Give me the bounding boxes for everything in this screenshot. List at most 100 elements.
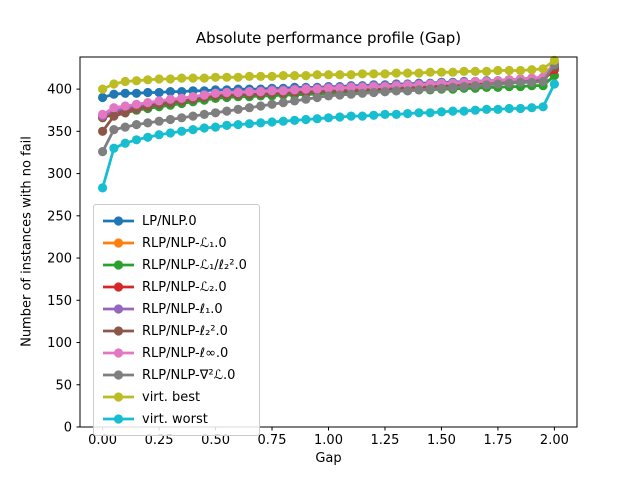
data-point	[131, 135, 142, 145]
data-point	[154, 87, 164, 98]
data-point	[335, 112, 345, 122]
data-point	[199, 109, 209, 119]
legend-marker-icon	[103, 414, 134, 424]
data-point	[504, 65, 514, 76]
data-point	[98, 84, 108, 94]
data-point	[267, 86, 277, 96]
legend-label: virt. worst	[142, 411, 208, 427]
legend-marker-icon	[103, 304, 134, 314]
x-tick-label: 0.25	[145, 433, 174, 448]
legend-marker-icon	[103, 260, 134, 270]
data-point	[210, 108, 221, 118]
data-point	[369, 110, 379, 120]
legend-marker-icon	[103, 326, 134, 336]
data-point	[357, 88, 367, 98]
data-point	[470, 66, 480, 76]
data-point	[177, 113, 187, 123]
data-point	[403, 86, 413, 96]
data-point	[109, 103, 119, 113]
data-point	[549, 55, 560, 65]
y-tick-label: 200	[47, 252, 72, 267]
legend-label: RLP/NLP-ℓ₁.0	[142, 301, 223, 317]
data-point	[380, 69, 390, 79]
y-tick-label: 350	[47, 125, 72, 140]
data-point	[233, 87, 243, 98]
data-point	[109, 143, 119, 153]
x-tick-label: 1.50	[427, 433, 456, 448]
data-point	[233, 72, 243, 82]
chart-title: Absolute performance profile (Gap)	[195, 29, 462, 47]
data-point	[199, 123, 209, 133]
data-point	[380, 87, 390, 97]
data-point	[98, 109, 108, 119]
data-point	[244, 119, 254, 129]
x-tick-label: 0.75	[258, 433, 287, 448]
data-point	[165, 114, 175, 125]
data-point	[346, 89, 356, 99]
data-point	[538, 102, 548, 112]
data-point	[143, 75, 153, 85]
data-point	[436, 67, 447, 77]
data-point	[448, 82, 458, 92]
data-point	[278, 86, 288, 96]
x-tick-label: 1.75	[483, 433, 512, 448]
data-point	[154, 96, 164, 106]
data-point	[391, 68, 401, 78]
data-point	[109, 79, 119, 89]
data-point	[222, 87, 232, 98]
data-point	[323, 70, 334, 80]
data-point	[448, 106, 458, 116]
data-point	[482, 80, 492, 90]
data-point	[335, 70, 345, 80]
data-point	[278, 98, 288, 108]
data-point	[482, 66, 492, 76]
data-point	[199, 90, 209, 100]
data-point	[335, 83, 345, 93]
data-point	[425, 84, 435, 94]
data-point	[357, 69, 367, 79]
legend-label: RLP/NLP-ℓ₂².0	[142, 323, 228, 339]
data-point	[369, 87, 379, 98]
data-point	[222, 72, 232, 82]
axis-ticks: 0.00 0.25 0.50 0.75 1.00 1.25 1.50 1.75 2.00 0 50 1…	[47, 83, 569, 448]
data-point	[131, 76, 142, 86]
data-point	[120, 101, 130, 111]
data-point	[436, 107, 447, 117]
data-point	[177, 93, 187, 103]
data-point	[199, 73, 209, 83]
legend-label: RLP/NLP-∇²ℒ.0	[142, 367, 236, 383]
data-point	[380, 109, 390, 119]
data-point	[459, 106, 469, 116]
series-RLP/NLP-∇²ℒ.0	[98, 60, 560, 157]
y-tick-label: 150	[47, 294, 72, 309]
data-point	[391, 109, 401, 119]
data-point	[109, 125, 119, 135]
data-point	[143, 98, 153, 108]
legend-entry: RLP/NLP-ℓ₂².0	[102, 320, 247, 342]
data-point	[403, 68, 413, 78]
data-point	[267, 117, 277, 127]
data-point	[98, 147, 108, 157]
data-point	[278, 116, 288, 126]
data-point	[131, 120, 142, 130]
data-point	[143, 132, 153, 142]
legend-entry: RLP/NLP-ℓ∞.0	[102, 342, 247, 364]
data-point	[301, 84, 311, 94]
legend-marker-icon	[103, 392, 134, 402]
legend-label: RLP/NLP-ℒ₁.0	[142, 235, 227, 251]
data-point	[414, 68, 424, 78]
series-virt. best	[98, 55, 560, 94]
data-point	[414, 85, 424, 95]
data-point	[504, 103, 514, 114]
data-point	[188, 111, 198, 121]
data-point	[312, 114, 322, 124]
data-point	[154, 130, 164, 140]
data-point	[131, 99, 142, 109]
data-point	[210, 88, 221, 98]
data-point	[165, 87, 175, 97]
data-point	[312, 84, 322, 94]
legend-marker-icon	[103, 370, 134, 380]
data-point	[346, 111, 356, 121]
data-point	[346, 70, 356, 80]
